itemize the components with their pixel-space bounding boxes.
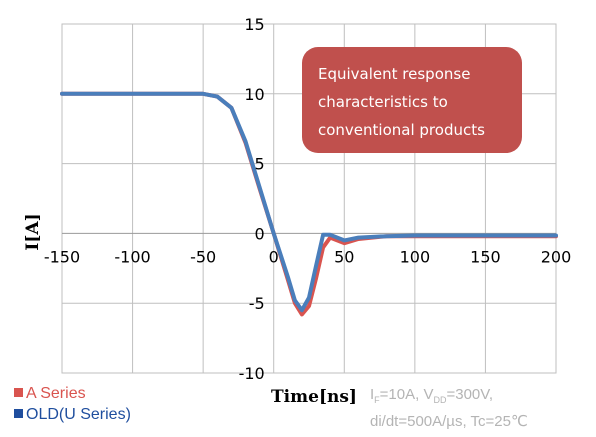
x-tick-label: -150 [44,247,80,266]
y-tick-label: 10 [244,85,264,104]
y-tick-label: 0 [255,224,265,243]
conditions-line-2: di/dt=500A/µs, Tc=25℃ [370,413,528,430]
callout-line-3: conventional products [318,121,485,139]
legend-item-a-series: A Series [14,383,131,404]
callout: Equivalent response characteristics to c… [302,47,522,153]
callout-line-1: Equivalent response [318,65,470,83]
callout-box [302,47,522,153]
x-tick-label: -50 [190,247,216,266]
test-conditions: IF=10A, VDD=300V, di/dt=500A/µs, Tc=25℃ [370,384,528,432]
y-tick-label: 5 [255,155,265,174]
y-axis-label: I[A] [23,213,43,250]
y-tick-label: -10 [239,364,265,383]
x-tick-label: -100 [114,247,150,266]
legend: A Series OLD(U Series) [14,383,131,425]
callout-line-2: characteristics to [318,93,448,111]
x-tick-label: 100 [400,247,431,266]
x-tick-label: 150 [470,247,501,266]
legend-label-a-series: A Series [26,385,86,402]
legend-label-old-u-series: OLD(U Series) [26,406,131,423]
conditions-line-1: IF=10A, VDD=300V, [370,386,494,405]
y-tick-label: 15 [244,15,264,34]
legend-swatch-old-u-series [14,409,23,418]
x-tick-label: 0 [269,247,279,266]
y-tick-label: -5 [249,294,265,313]
x-tick-label: 50 [334,247,354,266]
series-line-old-u-series [60,91,558,313]
series-group [60,91,558,317]
legend-item-old-u-series: OLD(U Series) [14,404,131,425]
x-axis-label: Time[ns] [271,387,357,407]
legend-swatch-a-series [14,388,23,397]
x-tick-label: 200 [541,247,572,266]
